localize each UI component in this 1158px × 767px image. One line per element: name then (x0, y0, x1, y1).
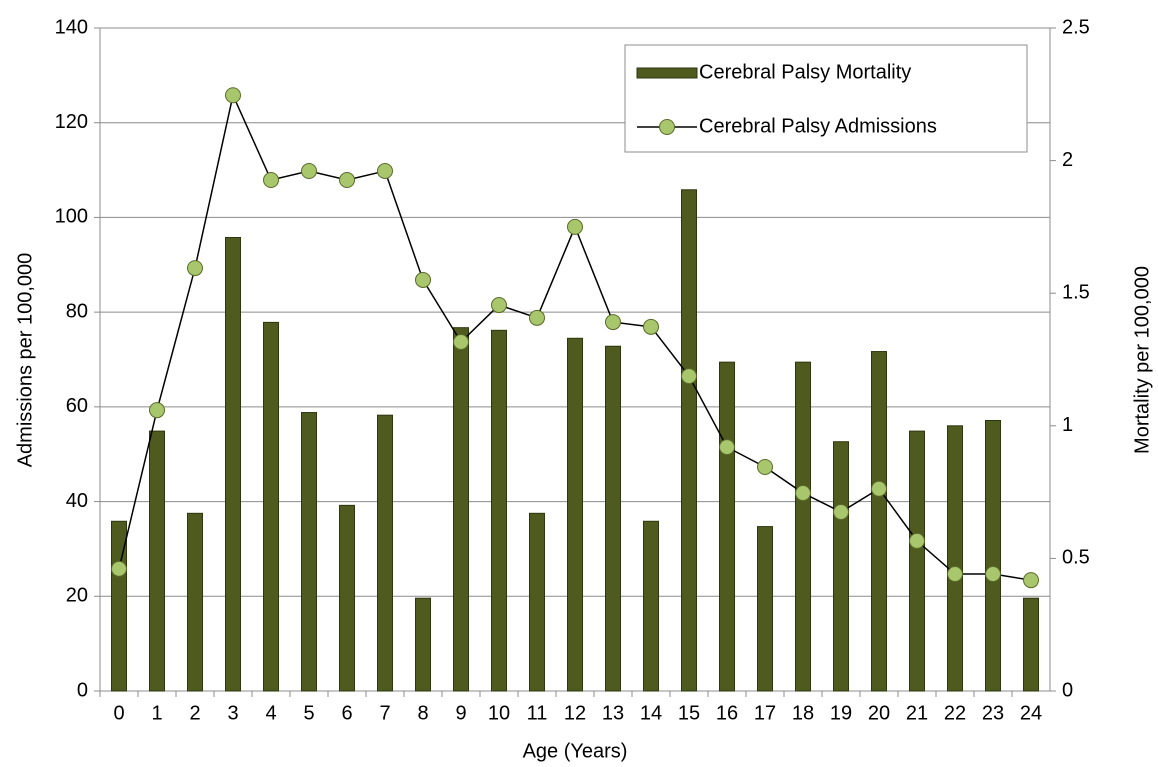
x-tick-label: 15 (678, 702, 700, 724)
marker (263, 172, 279, 189)
x-tick-label: 1 (151, 702, 162, 724)
legend-label: Cerebral Palsy Admissions (699, 115, 937, 137)
y2-tick-label: 2 (1062, 149, 1073, 171)
marker (529, 309, 545, 326)
marker (453, 333, 469, 350)
bar (795, 361, 811, 692)
bar (529, 512, 545, 692)
bar (225, 237, 241, 692)
x-tick-label: 12 (564, 702, 586, 724)
x-tick-label: 19 (830, 702, 852, 724)
y2-tick-label: 2.5 (1062, 16, 1090, 38)
y-tick-label: 140 (55, 16, 88, 38)
x-tick-label: 20 (868, 702, 890, 724)
marker (909, 532, 925, 549)
legend-label: Cerebral Palsy Mortality (699, 61, 911, 83)
bar (757, 526, 773, 692)
x-tick-label: 9 (455, 702, 466, 724)
x-tick-label: 22 (944, 702, 966, 724)
y2-tick-label: 1.5 (1062, 281, 1090, 303)
y-tick-label: 40 (66, 490, 88, 512)
bar (985, 419, 1001, 692)
marker (377, 163, 393, 180)
y-tick-label: 120 (55, 111, 88, 133)
marker (567, 218, 583, 235)
bar (415, 597, 431, 692)
x-tick-label: 14 (640, 702, 662, 724)
marker (415, 271, 431, 288)
legend-box (624, 44, 1028, 153)
y-tick-label: 0 (77, 679, 88, 701)
x-tick-label: 13 (602, 702, 624, 724)
y2-tick-label: 1 (1062, 414, 1073, 436)
bar (263, 321, 279, 692)
y-tick-label: 60 (66, 395, 88, 417)
marker (301, 163, 317, 180)
bar (833, 441, 849, 692)
marker (187, 260, 203, 277)
x-tick-label: 5 (303, 702, 314, 724)
x-tick-label: 0 (113, 702, 124, 724)
y-axis-label: Admissions per 100,000 (14, 253, 36, 468)
bar (871, 351, 887, 692)
x-tick-label: 24 (1020, 702, 1042, 724)
x-tick-label: 10 (488, 702, 510, 724)
y-tick-label: 80 (66, 300, 88, 322)
marker (757, 459, 773, 476)
bar (567, 337, 583, 692)
x-tick-label: 21 (906, 702, 928, 724)
x-tick-label: 7 (379, 702, 390, 724)
marker (985, 566, 1001, 583)
x-tick-label: 6 (341, 702, 352, 724)
marker (491, 297, 507, 314)
x-tick-label: 11 (527, 702, 548, 724)
bar (1023, 597, 1039, 692)
y-tick-label: 100 (55, 206, 88, 228)
marker (871, 480, 887, 497)
legend-swatch (636, 67, 698, 79)
x-axis-label: Age (Years) (523, 740, 628, 762)
bar (453, 327, 469, 692)
bar (719, 361, 735, 692)
x-tick-label: 17 (754, 702, 776, 724)
bar (947, 425, 963, 692)
x-tick-label: 16 (716, 702, 738, 724)
marker (111, 560, 127, 577)
marker (1023, 572, 1039, 589)
bar (377, 414, 393, 692)
marker (643, 318, 659, 335)
bar (149, 430, 165, 692)
x-tick-label: 3 (227, 702, 238, 724)
x-tick-label: 4 (265, 702, 276, 724)
bar (339, 504, 355, 692)
x-tick-label: 2 (189, 702, 200, 724)
marker (605, 314, 621, 331)
y2-axis-label: Mortality per 100,000 (1131, 266, 1153, 454)
marker (947, 566, 963, 583)
marker (833, 503, 849, 520)
bar (605, 345, 621, 692)
marker (719, 439, 735, 456)
x-tick-label: 8 (417, 702, 428, 724)
bar (301, 412, 317, 692)
y2-tick-label: 0 (1062, 679, 1073, 701)
bar (187, 512, 203, 692)
bar (681, 189, 697, 692)
marker (149, 402, 165, 419)
bar (643, 520, 659, 692)
marker (339, 172, 355, 189)
marker (681, 368, 697, 385)
bar (909, 430, 925, 692)
marker (795, 485, 811, 502)
x-tick-label: 23 (982, 702, 1004, 724)
y2-tick-label: 0.5 (1062, 547, 1090, 569)
legend-marker (659, 119, 675, 135)
bar (491, 329, 507, 692)
y-tick-label: 20 (66, 585, 88, 607)
x-tick-label: 18 (792, 702, 814, 724)
marker (225, 87, 241, 104)
